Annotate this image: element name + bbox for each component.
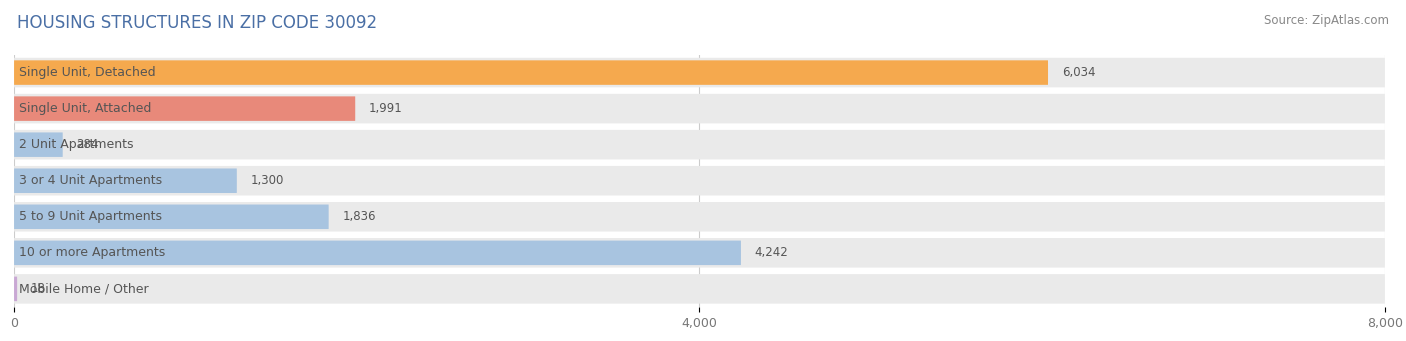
Text: 10 or more Apartments: 10 or more Apartments bbox=[20, 246, 166, 259]
Text: 1,991: 1,991 bbox=[368, 102, 402, 115]
Text: 18: 18 bbox=[31, 282, 46, 295]
FancyBboxPatch shape bbox=[14, 205, 329, 229]
FancyBboxPatch shape bbox=[14, 168, 236, 193]
Text: 6,034: 6,034 bbox=[1062, 66, 1095, 79]
Text: 2 Unit Apartments: 2 Unit Apartments bbox=[20, 138, 134, 151]
Text: 4,242: 4,242 bbox=[755, 246, 789, 259]
Text: 3 or 4 Unit Apartments: 3 or 4 Unit Apartments bbox=[20, 174, 162, 187]
Text: 5 to 9 Unit Apartments: 5 to 9 Unit Apartments bbox=[20, 210, 162, 223]
FancyBboxPatch shape bbox=[14, 60, 1047, 85]
FancyBboxPatch shape bbox=[14, 58, 1385, 87]
Text: 1,300: 1,300 bbox=[250, 174, 284, 187]
Text: 1,836: 1,836 bbox=[343, 210, 375, 223]
FancyBboxPatch shape bbox=[14, 274, 1385, 303]
FancyBboxPatch shape bbox=[14, 97, 356, 121]
FancyBboxPatch shape bbox=[14, 238, 1385, 268]
Text: HOUSING STRUCTURES IN ZIP CODE 30092: HOUSING STRUCTURES IN ZIP CODE 30092 bbox=[17, 14, 377, 32]
FancyBboxPatch shape bbox=[14, 277, 17, 301]
Text: Single Unit, Detached: Single Unit, Detached bbox=[20, 66, 156, 79]
Text: Source: ZipAtlas.com: Source: ZipAtlas.com bbox=[1264, 14, 1389, 27]
Text: Mobile Home / Other: Mobile Home / Other bbox=[20, 282, 149, 295]
FancyBboxPatch shape bbox=[14, 132, 63, 157]
FancyBboxPatch shape bbox=[14, 166, 1385, 195]
FancyBboxPatch shape bbox=[14, 130, 1385, 160]
FancyBboxPatch shape bbox=[14, 240, 741, 265]
Text: 284: 284 bbox=[76, 138, 98, 151]
FancyBboxPatch shape bbox=[14, 202, 1385, 232]
Text: Single Unit, Attached: Single Unit, Attached bbox=[20, 102, 152, 115]
FancyBboxPatch shape bbox=[14, 94, 1385, 123]
